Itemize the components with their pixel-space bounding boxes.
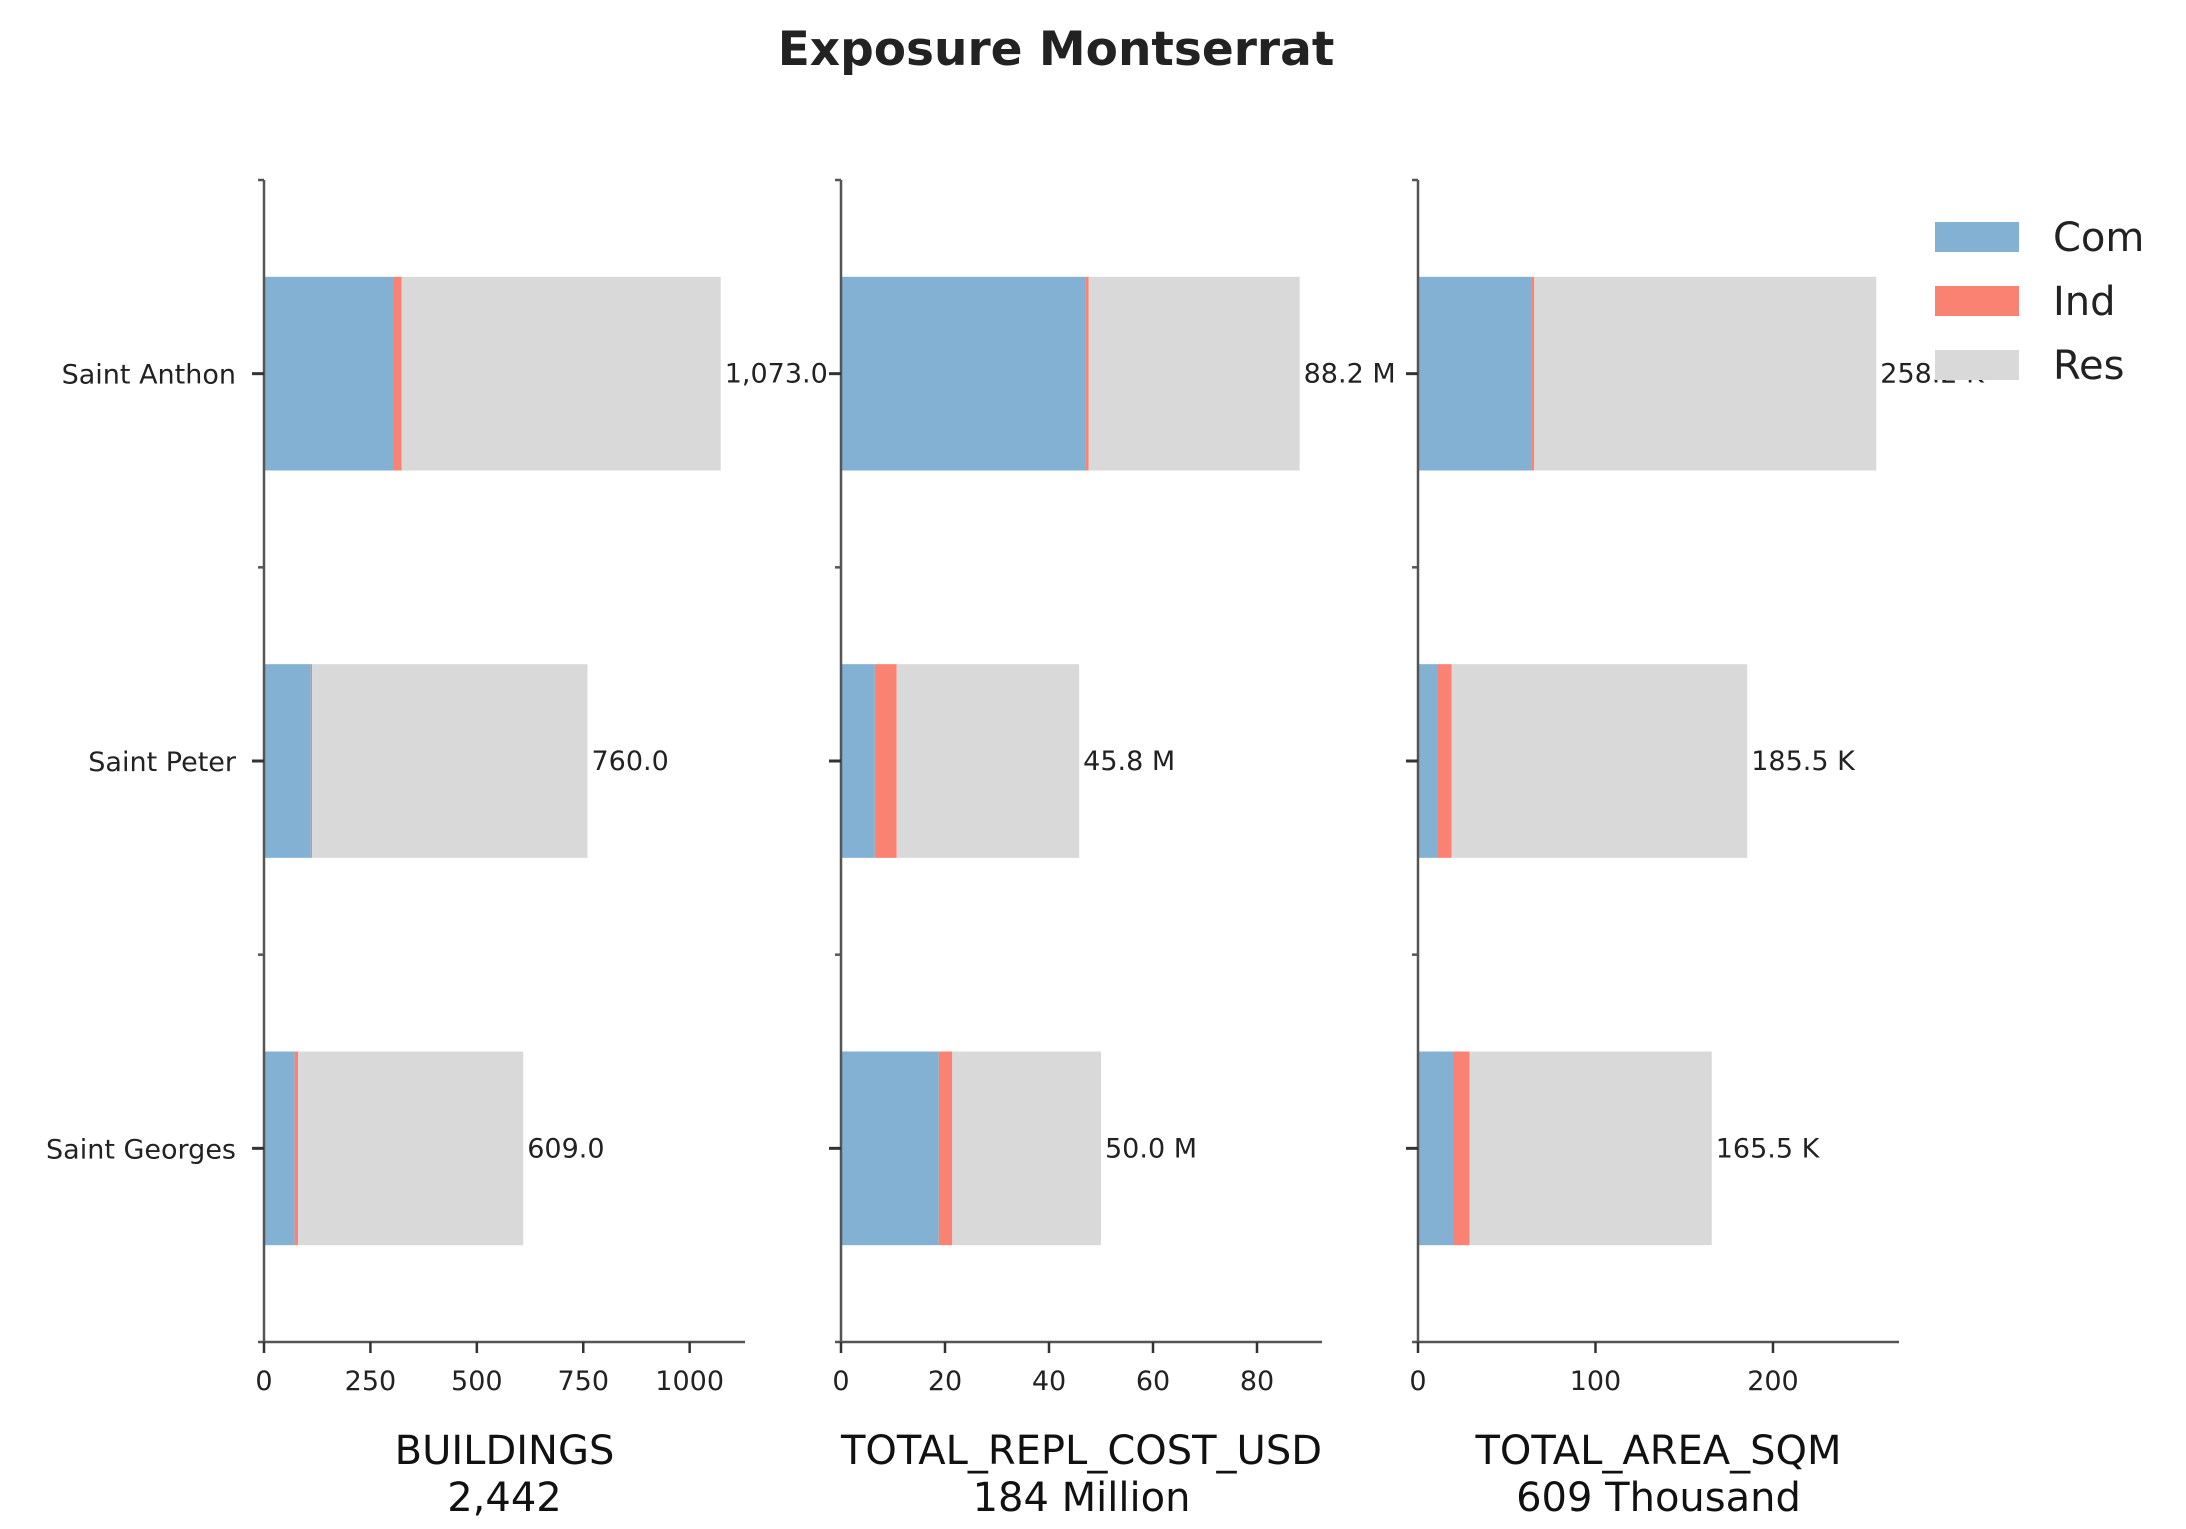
- bar-res-saint-georges: [298, 1051, 524, 1246]
- x-tick-label: 80: [1240, 1366, 1274, 1397]
- bar-res-saint-georges: [952, 1051, 1101, 1246]
- total-label-saint-georges: 50.0 M: [1105, 1133, 1197, 1164]
- x-tick-label: 100: [1570, 1366, 1622, 1397]
- x-axis-label: TOTAL_REPL_COST_USD: [840, 1428, 1322, 1474]
- x-tick-label: 250: [345, 1366, 397, 1397]
- legend-label: Res: [2053, 343, 2124, 389]
- x-tick-label: 500: [451, 1366, 503, 1397]
- total-label-saint-peter: 185.5 K: [1751, 746, 1856, 777]
- bar-ind-saint-anthon: [1531, 276, 1535, 471]
- bar-res-saint-anthon: [1088, 276, 1300, 471]
- legend-label: Ind: [2053, 279, 2116, 325]
- bar-ind-saint-peter: [874, 664, 897, 858]
- bar-res-saint-peter: [312, 664, 588, 858]
- bar-ind-saint-peter: [1437, 664, 1452, 858]
- bar-com-saint-georges: [1418, 1051, 1454, 1246]
- x-tick-label: 200: [1747, 1366, 1799, 1397]
- bar-res-saint-georges: [1469, 1051, 1712, 1246]
- y-tick-label-saint-peter: Saint Peter: [88, 747, 237, 778]
- bar-com-saint-anthon: [841, 276, 1086, 471]
- panel-buildings: 1,073.0 760.0 609.0 Saint Anthon Saint Peter…: [46, 178, 828, 1521]
- bar-ind-saint-georges: [294, 1051, 299, 1246]
- bar-ind-saint-peter: [310, 664, 313, 858]
- bar-ind-saint-georges: [1453, 1051, 1470, 1246]
- x-axis-label: TOTAL_AREA_SQM: [1474, 1428, 1841, 1474]
- chart-panels: 1,073.0 760.0 609.0 Saint Anthon Saint Peter…: [46, 178, 1985, 1521]
- chart-title: Exposure Montserrat: [778, 22, 1335, 77]
- bar-res-saint-peter: [1451, 664, 1748, 858]
- x-tick-label: 0: [832, 1366, 849, 1397]
- total-label-saint-peter: 760.0: [592, 746, 669, 777]
- bar-com-saint-anthon: [264, 276, 393, 471]
- panel-total-repl-cost-usd: 88.2 M 45.8 M 50.0 M 0 20 40 60 80 TOTAL_REPL_CO…: [829, 178, 1396, 1521]
- total-label-saint-peter: 45.8 M: [1083, 746, 1175, 777]
- total-label-saint-anthon: 1,073.0: [725, 359, 828, 390]
- bar-com-saint-peter: [841, 664, 875, 858]
- x-tick-label: 1000: [655, 1366, 724, 1397]
- legend-item-com: Com: [1935, 215, 2144, 261]
- total-label-saint-georges: 165.5 K: [1716, 1133, 1821, 1164]
- bar-com-saint-georges: [841, 1051, 939, 1246]
- legend-swatch: [1935, 350, 2019, 380]
- x-tick-label: 750: [557, 1366, 609, 1397]
- legend-item-ind: Ind: [1935, 279, 2116, 325]
- legend-swatch: [1935, 222, 2019, 252]
- bar-ind-saint-anthon: [392, 276, 402, 471]
- x-axis-total-label: 609 Thousand: [1516, 1475, 1801, 1521]
- x-tick-label: 40: [1032, 1366, 1066, 1397]
- bar-ind-saint-georges: [938, 1051, 953, 1246]
- bar-ind-saint-anthon: [1085, 276, 1089, 471]
- y-tick-label-saint-georges: Saint Georges: [46, 1134, 236, 1165]
- legend-item-res: Res: [1935, 343, 2124, 389]
- x-axis-total-label: 184 Million: [973, 1475, 1191, 1521]
- x-axis-total-label: 2,442: [447, 1475, 562, 1521]
- x-tick-label: 0: [1409, 1366, 1426, 1397]
- bar-com-saint-anthon: [1418, 276, 1532, 471]
- x-axis-label: BUILDINGS: [395, 1428, 615, 1474]
- bar-com-saint-peter: [264, 664, 311, 858]
- x-tick-label: 20: [928, 1366, 962, 1397]
- bar-res-saint-anthon: [1534, 276, 1877, 471]
- total-label-saint-anthon: 88.2 M: [1304, 359, 1396, 390]
- legend-swatch: [1935, 286, 2019, 316]
- x-tick-label: 0: [255, 1366, 272, 1397]
- legend-label: Com: [2053, 215, 2144, 261]
- legend: Com Ind Res: [1935, 215, 2144, 389]
- x-tick-label: 60: [1136, 1366, 1170, 1397]
- bar-com-saint-peter: [1418, 664, 1438, 858]
- total-label-saint-georges: 609.0: [527, 1133, 604, 1164]
- y-tick-label-saint-anthon: Saint Anthon: [62, 360, 236, 391]
- bar-res-saint-anthon: [401, 276, 721, 471]
- bar-res-saint-peter: [896, 664, 1080, 858]
- bar-com-saint-georges: [264, 1051, 295, 1246]
